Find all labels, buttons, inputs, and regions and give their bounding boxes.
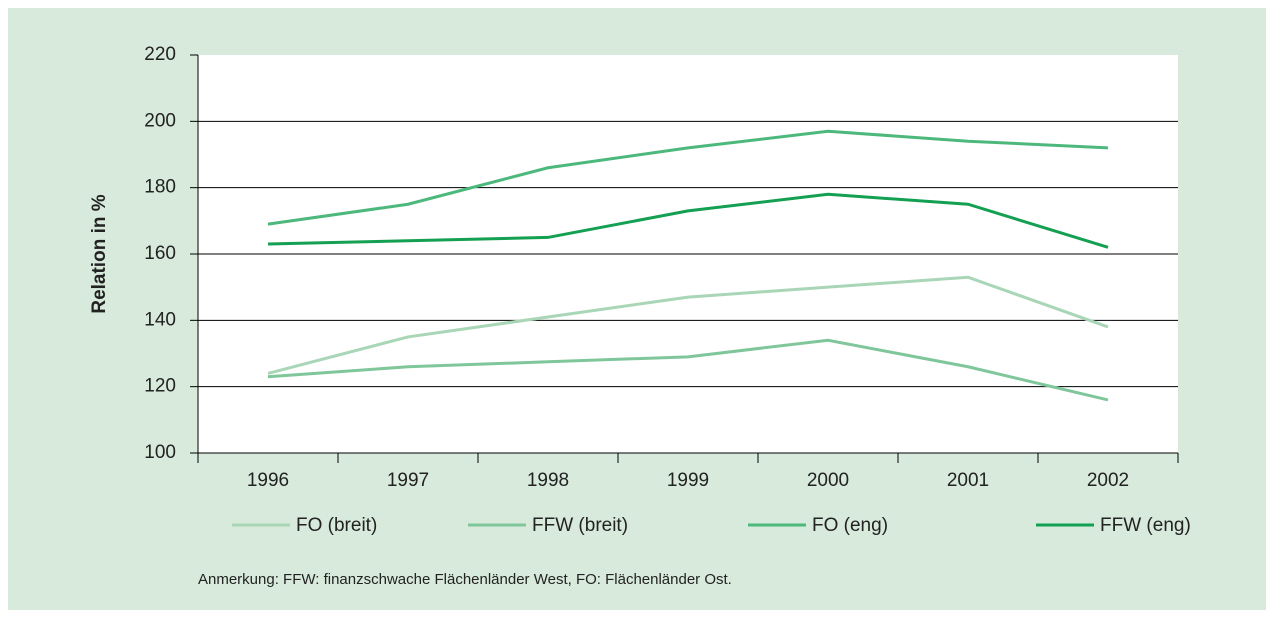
series-line	[267, 129, 1109, 226]
y-tick-label: 100	[144, 442, 176, 463]
x-tick-label: 2000	[807, 470, 849, 491]
legend-label: FFW (eng)	[1100, 515, 1191, 536]
note: Anmerkung: FFW: finanzschwache Flächenlä…	[198, 571, 732, 588]
series-line	[267, 338, 1109, 402]
x-tick-label: 1999	[667, 470, 709, 491]
legend-label: FO (breit)	[296, 515, 377, 536]
y-tick-label: 200	[144, 110, 176, 131]
series-line	[267, 275, 1109, 375]
y-tick-label: 220	[144, 44, 176, 65]
y-tick-label: 180	[144, 177, 176, 198]
series-line	[267, 192, 1109, 249]
x-tick-label: 1998	[527, 470, 569, 491]
y-tick-label: 140	[144, 309, 176, 330]
legend-label: FFW (breit)	[532, 515, 628, 536]
y-tick-label: 160	[144, 243, 176, 264]
y-axis-label: Relation in %	[89, 194, 110, 313]
legend-label: FO (eng)	[812, 515, 888, 536]
x-tick-label: 1997	[387, 470, 429, 491]
x-tick-label: 2001	[947, 470, 989, 491]
y-tick-label: 120	[144, 376, 176, 397]
x-tick-label: 2002	[1087, 470, 1129, 491]
x-tick-label: 1996	[247, 470, 289, 491]
